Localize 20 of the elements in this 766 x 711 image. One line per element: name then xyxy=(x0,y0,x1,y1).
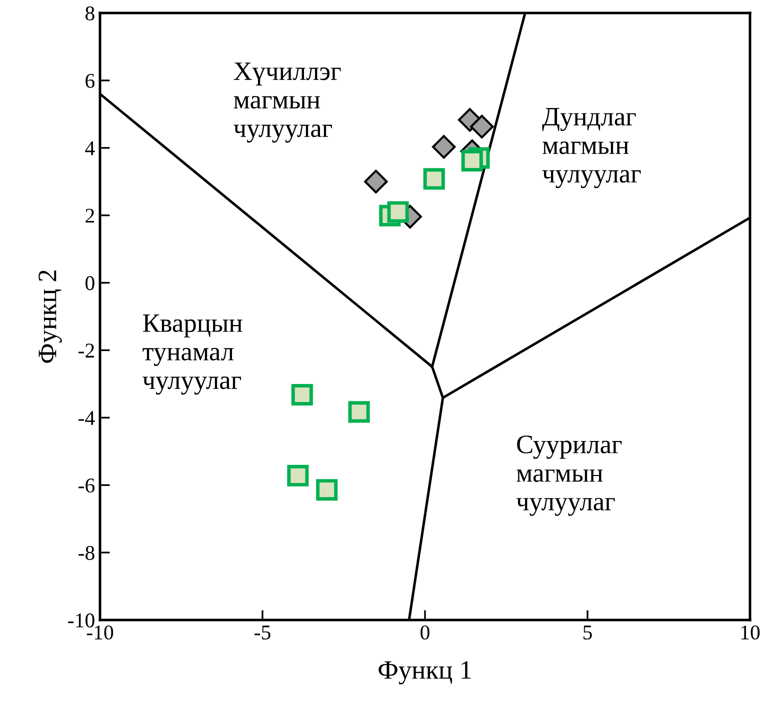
y-tick-label: 8 xyxy=(86,6,94,20)
x-tick-label: 5 xyxy=(584,626,592,640)
y-tick-label: 0 xyxy=(86,276,94,290)
y-tick-label: -8 xyxy=(78,546,94,560)
y-tick-label: -2 xyxy=(78,344,94,358)
annotation: Дундлаг магмын чулуулаг xyxy=(542,108,641,188)
y-tick-label: 4 xyxy=(85,141,95,156)
y-tick-label: -10 xyxy=(68,613,94,628)
y-tick-label: 6 xyxy=(86,74,95,88)
annotation: Суурилаг магмын чулуулаг xyxy=(516,436,622,516)
y-axis-title: Функц 2 xyxy=(38,270,62,363)
annotation: Хүчиллэг магмын чулуулаг xyxy=(234,62,341,143)
y-tick-label: -4 xyxy=(78,411,95,425)
x-axis-title: Функц 1 xyxy=(378,661,471,684)
x-tick-label: 0 xyxy=(420,625,430,640)
y-tick-label: 2 xyxy=(86,208,94,223)
x-tick-label: -5 xyxy=(254,626,270,640)
y-tick-label: -6 xyxy=(78,478,95,493)
x-tick-label: 10 xyxy=(741,625,760,640)
annotation: Кварцын тунамал чулуулаг xyxy=(142,314,242,395)
